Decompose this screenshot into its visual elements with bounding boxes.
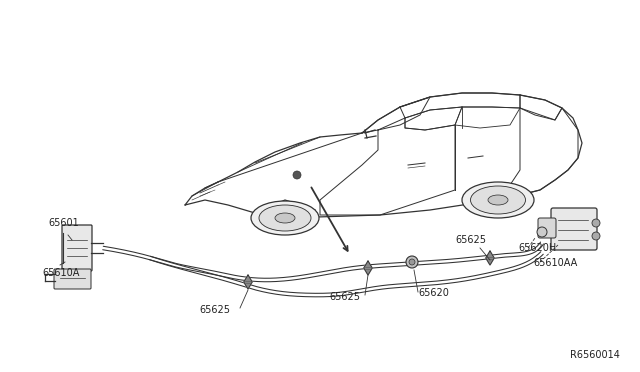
Circle shape: [592, 219, 600, 227]
Circle shape: [592, 232, 600, 240]
Text: 65625: 65625: [455, 235, 486, 245]
Ellipse shape: [275, 213, 295, 223]
FancyBboxPatch shape: [62, 225, 92, 271]
Text: 65620: 65620: [418, 288, 449, 298]
Polygon shape: [486, 251, 494, 265]
Ellipse shape: [462, 182, 534, 218]
Circle shape: [537, 227, 547, 237]
Text: 65601: 65601: [48, 218, 79, 228]
Circle shape: [406, 256, 418, 268]
FancyBboxPatch shape: [54, 269, 91, 289]
Text: 65625: 65625: [330, 292, 360, 302]
FancyBboxPatch shape: [538, 218, 556, 238]
Ellipse shape: [259, 205, 311, 231]
FancyBboxPatch shape: [551, 208, 597, 250]
Ellipse shape: [488, 195, 508, 205]
Text: 65620H: 65620H: [518, 243, 556, 253]
Text: 65610A: 65610A: [42, 268, 79, 278]
Ellipse shape: [470, 186, 525, 214]
Circle shape: [409, 259, 415, 265]
Ellipse shape: [251, 201, 319, 235]
Polygon shape: [364, 261, 372, 275]
Polygon shape: [244, 275, 252, 289]
Circle shape: [293, 171, 301, 179]
Text: 65625: 65625: [200, 305, 230, 315]
Text: 65610AA: 65610AA: [533, 258, 577, 268]
Text: R6560014: R6560014: [570, 350, 620, 360]
